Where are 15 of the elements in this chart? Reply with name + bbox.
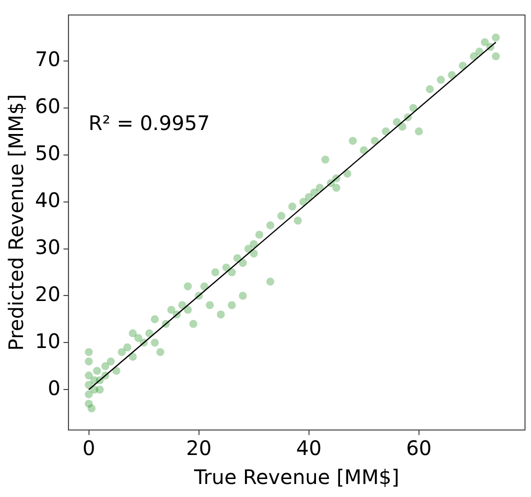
y-tick-label: 70 [34,47,60,72]
y-tick-label: 10 [34,328,60,353]
x-tick-label: 40 [296,436,322,460]
y-tick-label: 30 [34,234,60,259]
x-tick-label: 60 [406,436,432,460]
x-axis-title: True Revenue [MM$] [193,465,400,490]
y-tick-label: 40 [34,188,60,212]
annotation: R² = 0.9957 [88,111,210,136]
y-tick-label: 50 [34,141,60,166]
x-tick-label: 0 [82,436,96,460]
x-tick-label: 20 [186,436,212,460]
y-tick-label: 20 [34,282,60,306]
y-tick-label: 0 [48,376,60,400]
y-tick-label: 60 [34,94,60,118]
y-axis-title: Predicted Revenue [MM$] [4,94,28,351]
